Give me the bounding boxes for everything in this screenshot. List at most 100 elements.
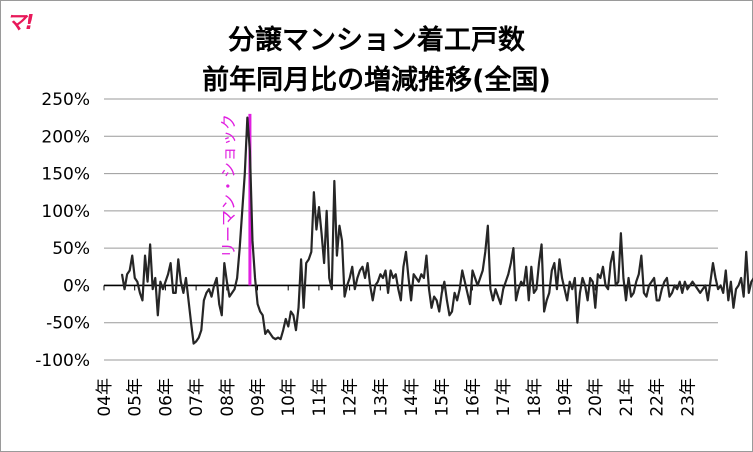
data-point bbox=[594, 307, 596, 309]
data-point bbox=[305, 262, 307, 264]
data-point bbox=[425, 255, 428, 257]
data-point bbox=[351, 266, 353, 268]
data-point bbox=[397, 288, 399, 290]
data-point bbox=[648, 284, 650, 287]
data-point bbox=[538, 262, 540, 264]
data-point bbox=[297, 307, 300, 309]
data-point bbox=[735, 288, 737, 290]
data-point bbox=[187, 299, 190, 301]
data-point bbox=[617, 281, 619, 283]
data-point bbox=[272, 337, 274, 339]
data-point bbox=[318, 206, 320, 208]
data-point bbox=[571, 288, 573, 290]
data-point bbox=[679, 281, 681, 283]
data-point bbox=[185, 277, 187, 279]
data-point bbox=[627, 277, 630, 279]
x-tick-label: 11年 bbox=[310, 378, 330, 417]
data-point bbox=[203, 299, 205, 301]
data-point bbox=[320, 232, 323, 234]
data-point bbox=[658, 299, 660, 301]
data-point bbox=[267, 329, 269, 331]
x-tick-label: 05年 bbox=[126, 378, 146, 417]
data-point bbox=[193, 342, 195, 345]
data-point bbox=[697, 288, 699, 290]
data-point bbox=[262, 314, 264, 316]
data-point bbox=[533, 292, 535, 294]
data-point bbox=[638, 273, 640, 275]
data-point bbox=[415, 277, 417, 279]
data-point bbox=[364, 277, 366, 279]
data-point bbox=[625, 299, 627, 301]
data-point bbox=[433, 296, 435, 298]
data-point bbox=[576, 322, 578, 324]
x-tick-label: 17年 bbox=[494, 378, 514, 417]
data-point bbox=[180, 281, 182, 283]
data-point bbox=[686, 288, 688, 290]
data-point bbox=[477, 284, 479, 287]
data-point bbox=[154, 277, 156, 279]
data-point bbox=[152, 288, 154, 290]
data-point bbox=[241, 210, 243, 212]
data-point bbox=[525, 266, 527, 268]
data-point bbox=[653, 277, 655, 279]
x-tick-label: 12年 bbox=[341, 378, 361, 417]
data-point bbox=[195, 340, 197, 342]
data-point bbox=[205, 292, 208, 294]
data-point bbox=[712, 262, 714, 264]
data-point bbox=[579, 292, 581, 294]
data-point bbox=[599, 277, 602, 279]
data-point bbox=[553, 262, 555, 264]
data-point bbox=[390, 269, 392, 272]
data-point bbox=[543, 310, 545, 313]
data-point bbox=[574, 277, 576, 279]
data-point bbox=[602, 266, 604, 268]
data-point bbox=[622, 277, 625, 279]
data-point bbox=[236, 277, 238, 279]
data-point bbox=[159, 281, 161, 283]
data-point bbox=[285, 318, 287, 320]
data-point bbox=[233, 288, 236, 290]
data-point bbox=[134, 277, 136, 279]
data-point bbox=[402, 266, 405, 268]
data-point bbox=[650, 281, 653, 283]
data-point bbox=[175, 292, 177, 294]
data-point bbox=[714, 277, 717, 279]
data-point bbox=[489, 288, 491, 290]
data-point bbox=[551, 269, 553, 272]
data-point bbox=[520, 281, 522, 283]
x-tick-label: 16年 bbox=[463, 378, 483, 417]
data-point bbox=[512, 247, 515, 249]
data-point bbox=[517, 288, 520, 290]
data-point bbox=[292, 314, 295, 316]
data-point bbox=[359, 269, 361, 272]
data-point bbox=[446, 299, 448, 301]
data-point bbox=[556, 288, 558, 290]
data-point bbox=[218, 303, 220, 305]
data-point bbox=[505, 281, 507, 283]
x-tick-label: 10年 bbox=[279, 378, 299, 417]
data-point bbox=[256, 303, 259, 305]
data-point bbox=[589, 277, 591, 279]
data-point bbox=[743, 296, 745, 298]
data-point bbox=[453, 292, 456, 294]
data-point bbox=[354, 288, 356, 290]
data-point bbox=[615, 284, 617, 287]
y-tick-label: 250% bbox=[41, 90, 90, 110]
data-point bbox=[548, 292, 550, 294]
lehman-shock-label: リーマン・ショック bbox=[219, 114, 238, 258]
data-point bbox=[210, 296, 213, 298]
data-point bbox=[392, 277, 394, 279]
data-point bbox=[300, 258, 302, 260]
data-point bbox=[563, 288, 566, 290]
data-point bbox=[331, 288, 333, 290]
data-point bbox=[182, 292, 184, 294]
data-point bbox=[740, 277, 742, 279]
data-point bbox=[502, 288, 504, 290]
data-point bbox=[717, 288, 719, 290]
data-point bbox=[666, 277, 668, 279]
data-point bbox=[164, 281, 167, 283]
data-point bbox=[635, 281, 637, 283]
data-point bbox=[479, 277, 481, 279]
data-point bbox=[269, 333, 271, 335]
data-point bbox=[699, 292, 701, 294]
